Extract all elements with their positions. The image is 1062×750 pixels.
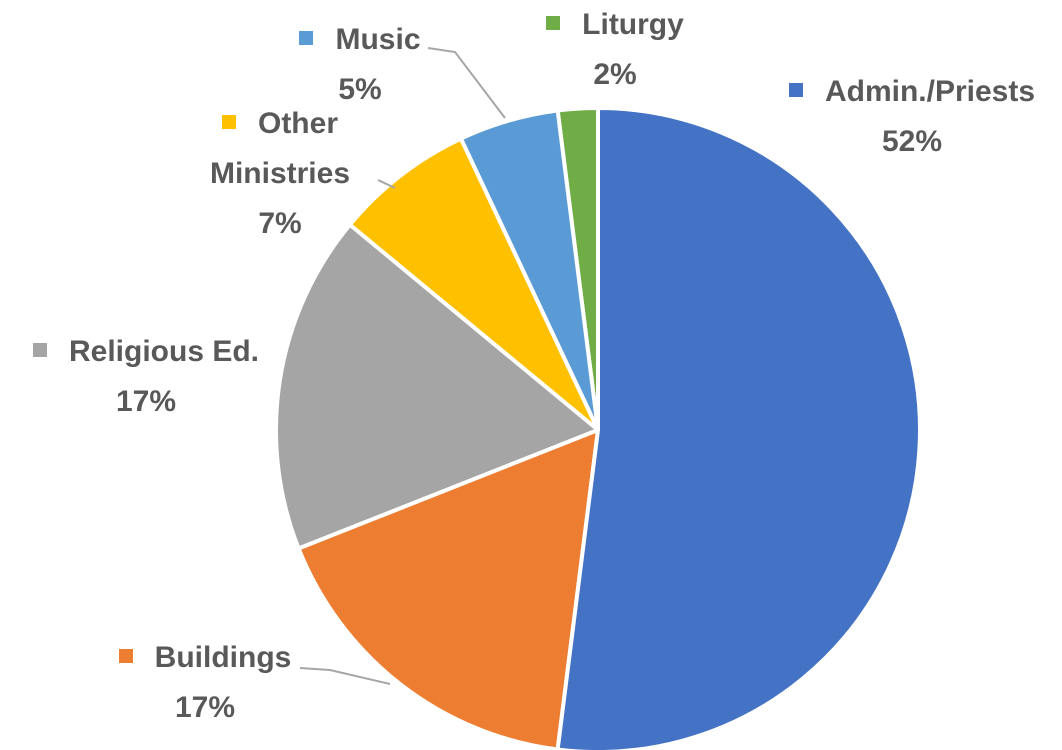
label-name-line: Liturgy [495,0,735,50]
category-label: Buildings [154,641,292,674]
value-label: 2% [593,58,637,91]
data-label: Religious Ed. 17% [0,327,296,427]
label-name-line: Religious Ed. [0,327,296,377]
data-label: Music 5% [270,15,450,115]
data-label: Liturgy 2% [495,0,735,100]
category-label: Music [335,23,421,56]
value-label: 17% [174,691,236,724]
category-label: Admin./Priests [824,75,1036,108]
legend-marker [546,16,561,31]
label-name-line: Other Ministries [175,99,385,199]
pie-slice [296,428,600,750]
pie-slice [274,222,600,551]
leader-line [377,179,396,189]
category-label: Religious Ed. [68,335,260,368]
value-label: 7% [258,207,302,240]
legend-marker [221,115,236,130]
legend-marker [788,83,803,98]
category-label: Other Ministries [209,107,351,190]
category-label: Liturgy [582,8,684,41]
data-label: Admin./Priests 52% [752,67,1062,167]
data-label: Buildings 17% [75,633,335,733]
label-name-line: Music [270,15,450,65]
label-name-line: Admin./Priests [752,67,1062,117]
pie-slice [347,136,600,432]
leader-line [299,667,391,685]
pie-slice [555,106,922,750]
data-label: Other Ministries 7% [175,99,385,249]
legend-marker [118,649,133,664]
leader-line [427,47,506,119]
value-label: 17% [115,385,177,418]
value-label: 5% [338,73,382,106]
value-label: 52% [881,125,943,158]
label-name-line: Buildings [75,633,335,683]
legend-marker [299,31,314,46]
legend-marker [32,343,47,358]
